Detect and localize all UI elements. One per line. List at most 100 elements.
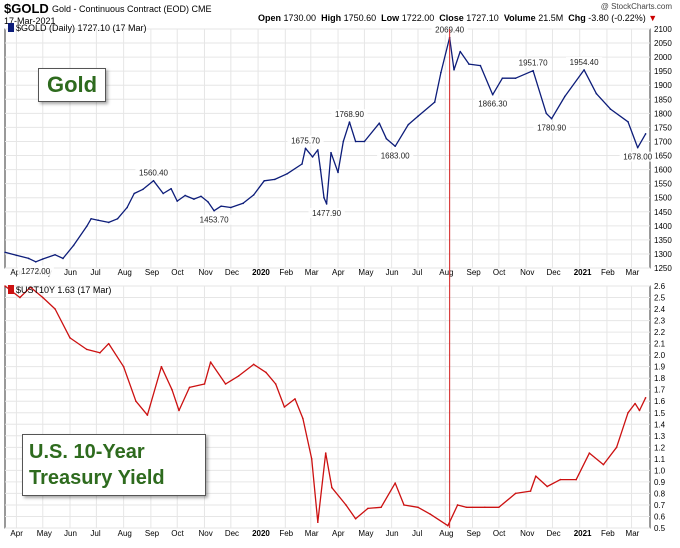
yield-x-tick-label: Oct <box>171 529 184 538</box>
gold-data-point <box>126 206 128 209</box>
gold-data-point <box>252 194 255 196</box>
yield-legend: $UST10Y 1.63 (17 Mar) <box>8 285 111 295</box>
yield-y-tick-label: 2.0 <box>654 351 666 360</box>
yield-data-point <box>310 458 313 460</box>
yield-data-point <box>483 506 486 509</box>
yield-y-tick-label: 2.1 <box>654 340 666 349</box>
yield-x-tick-label: Nov <box>520 529 534 538</box>
yield-data-point <box>403 504 405 506</box>
yield-data-point <box>345 504 347 506</box>
yield-data-point <box>302 417 304 420</box>
gold-data-point <box>263 180 266 182</box>
yield-x-tick-label: 2020 <box>252 529 270 538</box>
yield-x-tick-label: Jun <box>386 529 399 538</box>
yield-data-point <box>237 375 240 377</box>
yield-data-point <box>534 475 537 477</box>
yield-data-point <box>529 490 532 492</box>
yield-data-point <box>274 383 277 385</box>
yield-x-tick-label: Feb <box>279 529 293 538</box>
gold-data-point <box>479 64 482 67</box>
gold-x-tick-label: Jul <box>90 268 100 277</box>
yield-data-point <box>615 446 618 449</box>
price-annotation: 1678.00 <box>623 153 652 162</box>
gold-data-point <box>152 179 155 182</box>
yield-x-tick-label: 2021 <box>574 529 592 538</box>
gold-data-point <box>563 95 566 98</box>
gold-data-point <box>342 140 345 143</box>
gold-y-tick-label: 1500 <box>654 194 672 203</box>
gold-y-tick-label: 2000 <box>654 53 672 62</box>
yield-data-point <box>394 482 396 484</box>
yield-y-tick-label: 0.8 <box>654 489 666 498</box>
gold-data-point <box>323 196 325 199</box>
gold-data-point <box>15 254 18 257</box>
gold-data-point <box>207 201 209 203</box>
yield-data-point <box>99 352 101 354</box>
price-label-bg <box>308 207 345 218</box>
gold-data-point <box>325 203 328 205</box>
yield-data-point <box>638 409 641 412</box>
yield-y-tick-label: 1.3 <box>654 432 666 441</box>
yield-data-point <box>354 517 357 520</box>
gold-data-point <box>220 205 222 207</box>
price-label-bg <box>565 56 603 67</box>
price-annotation: 1866.30 <box>478 100 507 109</box>
yield-data-point <box>417 506 419 509</box>
gold-x-tick-label: Mar <box>626 268 640 277</box>
gold-data-point <box>609 108 612 110</box>
ohlc-readout: Open 1730.00 High 1750.60 Low 1722.00 Cl… <box>258 13 658 23</box>
yield-data-point <box>465 506 468 509</box>
yield-data-point <box>41 296 44 299</box>
gold-x-tick-label: Nov <box>520 268 534 277</box>
yield-data-point <box>19 296 21 299</box>
yield-x-tick-label: Apr <box>332 529 345 538</box>
price-label-bg <box>533 122 570 133</box>
gold-data-point <box>184 194 186 197</box>
yield-data-point <box>514 492 517 495</box>
yield-data-point <box>627 411 629 414</box>
chart-header: $GOLD Gold - Continuous Contract (EOD) C… <box>0 0 680 30</box>
price-annotation: 1951.70 <box>519 59 548 68</box>
price-label-bg <box>331 109 368 120</box>
gold-x-tick-label: Dec <box>546 268 560 277</box>
gold-data-point <box>330 151 332 154</box>
yield-data-point <box>498 506 500 509</box>
yield-x-tick-label: Dec <box>546 529 560 538</box>
gold-x-tick-label: Dec <box>225 268 239 277</box>
yield-data-point <box>447 524 449 527</box>
price-annotation: 1780.90 <box>537 124 566 133</box>
gold-series-line <box>4 36 647 263</box>
yield-data-point <box>122 365 125 368</box>
yield-x-tick-label: Apr <box>10 529 23 538</box>
gold-y-tick-label: 1300 <box>654 250 672 259</box>
gold-data-point <box>213 209 215 212</box>
yield-data-point <box>171 388 173 391</box>
gold-data-point <box>170 187 172 190</box>
gold-data-point <box>354 140 357 143</box>
gold-data-point <box>273 178 276 181</box>
price-annotation: 1675.70 <box>291 136 320 145</box>
gold-y-tick-label: 1800 <box>654 109 672 118</box>
gold-y-tick-label: 1550 <box>654 180 672 189</box>
gold-data-point <box>200 195 202 198</box>
yield-y-tick-label: 2.4 <box>654 305 666 314</box>
gold-x-tick-label: Sep <box>466 268 481 277</box>
gold-data-point <box>162 192 164 195</box>
yield-series-line <box>4 285 647 527</box>
gold-data-point <box>532 69 534 72</box>
yield-x-tick-label: May <box>37 529 52 538</box>
gold-data-point <box>627 120 629 123</box>
gold-x-tick-label: Aug <box>118 268 132 277</box>
chart-date: 17-Mar-2021 <box>4 16 56 26</box>
yield-data-point <box>265 371 267 374</box>
gold-data-point <box>176 200 179 202</box>
yield-data-point <box>224 383 227 385</box>
yield-y-tick-label: 1.0 <box>654 466 666 475</box>
price-annotation: 1453.70 <box>200 216 229 225</box>
gold-data-point <box>583 69 585 71</box>
gold-data-point <box>407 123 410 126</box>
gold-data-point <box>27 257 30 260</box>
gold-x-tick-label: Apr <box>10 268 23 277</box>
gold-data-point <box>545 112 548 115</box>
gold-data-point <box>301 163 303 165</box>
